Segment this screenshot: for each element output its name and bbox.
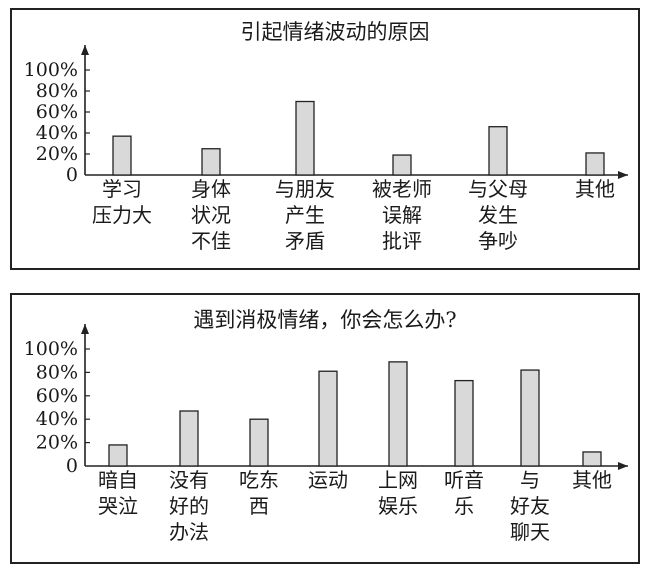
x-category-label: 压力大 bbox=[92, 203, 152, 227]
x-category-label: 上网 bbox=[378, 468, 418, 492]
x-category-label: 发生 bbox=[478, 203, 518, 227]
x-category-label: 与 bbox=[520, 468, 540, 492]
bar bbox=[318, 370, 338, 467]
y-tick-label: 100% bbox=[24, 338, 78, 360]
y-tick-label: 40% bbox=[36, 408, 78, 430]
x-category-label: 聊天 bbox=[510, 520, 550, 544]
x-category-label: 好的 bbox=[169, 494, 209, 518]
x-category-label: 西 bbox=[249, 494, 269, 518]
x-category-label: 学习 bbox=[102, 177, 142, 201]
bar bbox=[392, 154, 412, 176]
x-category-label: 其他 bbox=[575, 177, 615, 201]
x-category-label: 暗自 bbox=[98, 468, 138, 492]
y-tick-label: 20% bbox=[36, 143, 78, 165]
x-category-label: 其他 bbox=[572, 468, 612, 492]
y-tick-label: 80% bbox=[36, 80, 78, 102]
x-category-label: 与朋友 bbox=[275, 177, 335, 201]
chart-title: 遇到消极情绪，你会怎么办? bbox=[193, 308, 456, 332]
bar bbox=[454, 379, 474, 467]
bar bbox=[201, 148, 221, 176]
panel-frame bbox=[10, 293, 640, 564]
x-category-label: 没有 bbox=[169, 468, 209, 492]
x-category-label: 不佳 bbox=[191, 229, 231, 253]
x-axis-arrow bbox=[618, 171, 628, 179]
y-tick-label: 80% bbox=[36, 361, 78, 383]
bar bbox=[520, 369, 540, 467]
y-tick-label: 60% bbox=[36, 385, 78, 407]
bar bbox=[295, 100, 315, 176]
x-category-label: 办法 bbox=[169, 520, 209, 544]
x-category-label: 娱乐 bbox=[378, 494, 418, 518]
x-category-label: 状况 bbox=[191, 203, 231, 227]
y-tick-label: 20% bbox=[36, 432, 78, 454]
chart-title: 引起情绪波动的原因 bbox=[241, 20, 430, 44]
y-tick-label: 60% bbox=[36, 101, 78, 123]
bar bbox=[585, 152, 605, 176]
x-category-label: 身体 bbox=[191, 177, 231, 201]
bar bbox=[112, 135, 132, 176]
x-category-label: 批评 bbox=[382, 229, 422, 253]
bar bbox=[582, 451, 602, 467]
x-category-label: 吃东 bbox=[239, 468, 279, 492]
x-category-label: 与父母 bbox=[468, 177, 528, 201]
y-tick-label: 0 bbox=[66, 455, 78, 477]
x-category-label: 运动 bbox=[308, 468, 348, 492]
x-category-label: 矛盾 bbox=[285, 229, 325, 253]
panel-frame bbox=[10, 8, 640, 270]
bar bbox=[249, 418, 269, 467]
x-category-label: 好友 bbox=[510, 494, 550, 518]
x-category-label: 误解 bbox=[382, 203, 422, 227]
x-axis-arrow bbox=[618, 462, 628, 470]
y-axis-arrow bbox=[81, 324, 89, 334]
x-category-label: 产生 bbox=[285, 203, 325, 227]
bar bbox=[388, 361, 408, 467]
y-tick-label: 0 bbox=[66, 164, 78, 186]
x-category-label: 听音 bbox=[444, 468, 484, 492]
bar bbox=[179, 410, 199, 467]
x-category-label: 哭泣 bbox=[98, 494, 138, 518]
x-category-label: 被老师 bbox=[372, 177, 432, 201]
bar bbox=[488, 126, 508, 176]
y-tick-label: 100% bbox=[24, 59, 78, 81]
y-axis-arrow bbox=[81, 45, 89, 55]
y-tick-label: 40% bbox=[36, 122, 78, 144]
bar bbox=[108, 444, 128, 467]
x-category-label: 乐 bbox=[454, 494, 474, 518]
x-category-label: 争吵 bbox=[478, 229, 518, 253]
